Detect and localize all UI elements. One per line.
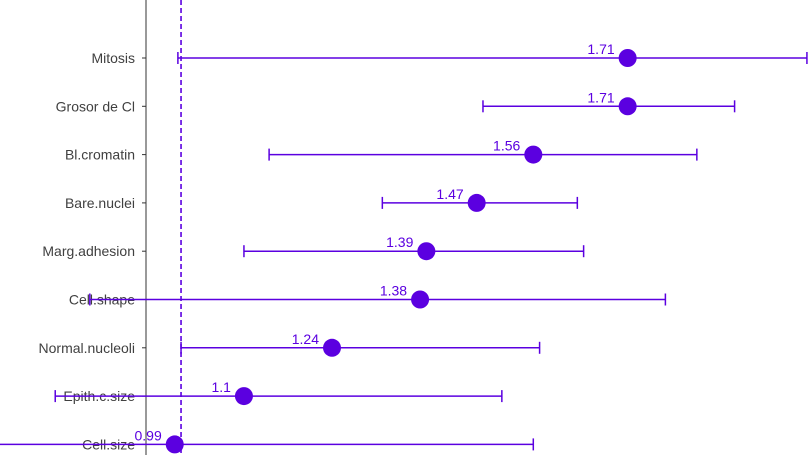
estimate-point: [234, 387, 253, 406]
row-4: Marg.adhesion 1.39: [42, 234, 585, 261]
category-label: Mitosis: [91, 50, 135, 66]
category-label: Normal.nucleoli: [39, 340, 135, 356]
estimate-point: [524, 145, 543, 164]
rows: Mitosis 1.71 Grosor de Cl 1.71 Bl.cromatin 1.…: [0, 41, 808, 454]
value-label: 1.71: [587, 41, 614, 57]
row-3: Bare.nuclei 1.47: [65, 186, 579, 212]
estimate-point: [165, 435, 184, 454]
value-label: 0.99: [134, 427, 161, 443]
value-label: 1.24: [292, 331, 319, 347]
value-label: 1.47: [436, 186, 463, 202]
estimate-point: [411, 290, 430, 309]
category-label: Marg.adhesion: [42, 243, 135, 259]
value-label: 1.38: [380, 283, 407, 299]
category-label: Bare.nuclei: [65, 195, 135, 211]
value-label: 1.1: [211, 379, 231, 395]
estimate-point: [323, 338, 342, 357]
estimate-point: [417, 242, 436, 261]
value-label: 1.39: [386, 234, 413, 250]
row-6: Normal.nucleoli 1.24: [39, 331, 541, 357]
row-2: Bl.cromatin 1.56: [65, 138, 698, 164]
row-1: Grosor de Cl 1.71: [56, 89, 736, 116]
estimate-point: [618, 49, 637, 67]
estimate-point: [618, 97, 637, 116]
category-label: Grosor de Cl: [56, 98, 135, 114]
row-0: Mitosis 1.71: [91, 41, 808, 67]
estimate-point: [467, 193, 486, 212]
value-label: 1.56: [493, 138, 520, 154]
value-label: 1.71: [587, 89, 614, 105]
category-label: Bl.cromatin: [65, 147, 135, 163]
